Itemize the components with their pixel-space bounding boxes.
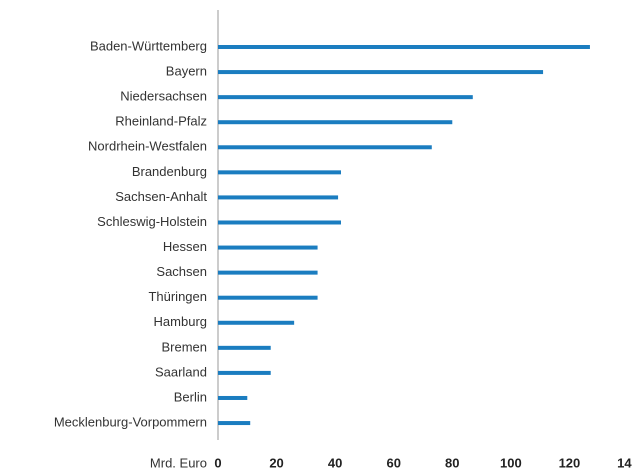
bar (218, 170, 341, 175)
y-tick-label: Mecklenburg-Vorpommern (54, 414, 207, 429)
bar (218, 45, 590, 49)
y-tick-label: Bremen (161, 339, 207, 354)
y-tick-label: Niedersachsen (120, 89, 207, 104)
bar (218, 395, 248, 400)
x-tick-label: 20 (269, 455, 283, 470)
y-tick-label: Baden-Württemberg (90, 38, 207, 53)
y-tick-label: Brandenburg (132, 164, 207, 179)
x-tick-label: 120 (559, 455, 581, 470)
x-tick-label: 0 (214, 455, 221, 470)
y-tick-label: Saarland (155, 364, 207, 379)
x-tick-label: 60 (386, 455, 400, 470)
x-tick-label: 80 (445, 455, 459, 470)
y-tick-label: Berlin (174, 389, 207, 404)
x-tick-label: 40 (328, 455, 342, 470)
bar (218, 320, 295, 325)
bar (218, 120, 453, 125)
y-tick-label: Thüringen (148, 289, 207, 304)
x-tick-label: 140 (617, 455, 632, 470)
y-tick-label: Schleswig-Holstein (97, 214, 207, 229)
bar (218, 245, 318, 250)
y-tick-label: Rheinland-Pfalz (115, 114, 207, 129)
y-tick-label: Nordrhein-Westfalen (88, 139, 207, 154)
bar (218, 421, 251, 426)
bar (218, 195, 339, 200)
bar (218, 95, 473, 100)
bar (218, 220, 341, 225)
bar (218, 370, 271, 375)
bar (218, 345, 271, 350)
bar (218, 70, 544, 75)
y-tick-label: Sachsen-Anhalt (115, 189, 207, 204)
x-tick-label: 100 (500, 455, 522, 470)
x-axis-label: Mrd. Euro (150, 455, 207, 470)
bar (218, 295, 318, 300)
bar (218, 270, 318, 275)
y-tick-label: Bayern (166, 64, 207, 79)
y-tick-label: Hamburg (154, 314, 207, 329)
y-tick-label: Sachsen (156, 264, 207, 279)
y-tick-label: Hessen (163, 239, 207, 254)
bar (218, 145, 432, 150)
